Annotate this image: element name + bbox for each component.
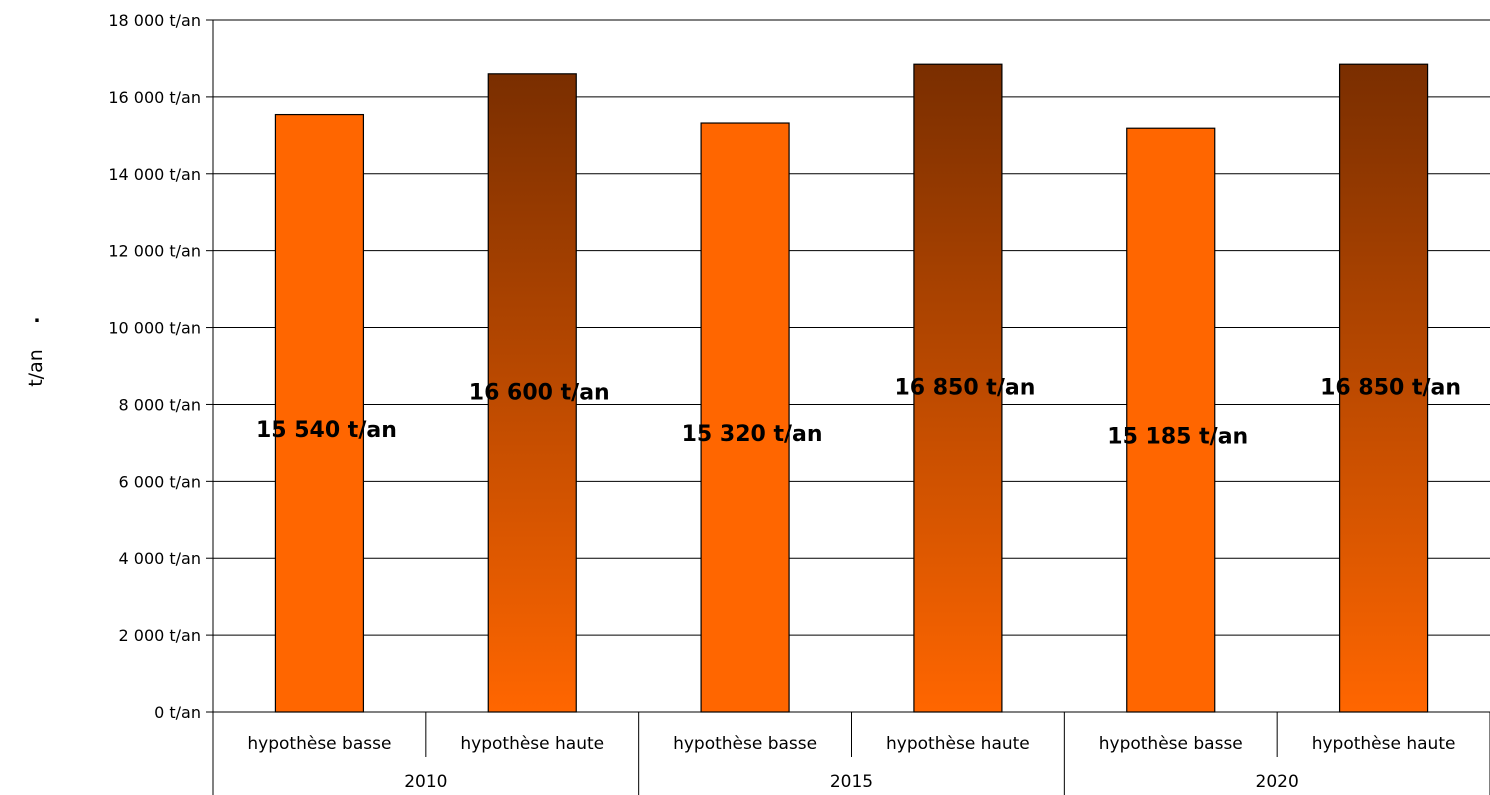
data-label-2: 16 600 t/an	[469, 380, 610, 405]
data-label-4: 16 850 t/an	[894, 376, 1035, 401]
category-label: hypothèse basse	[1099, 734, 1243, 754]
y-tick-label: 2 000 t/an	[119, 626, 202, 645]
y-tick-label: 10 000 t/an	[108, 319, 201, 338]
category-label: hypothèse basse	[247, 734, 391, 754]
category-label: hypothèse basse	[673, 734, 817, 754]
y-tick-label: 8 000 t/an	[119, 395, 202, 414]
y-tick-label: 12 000 t/an	[108, 242, 201, 261]
data-labels: 15 540 t/an 16 600 t/an 15 320 t/an 16 850 …	[256, 376, 1461, 450]
data-label-6: 16 850 t/an	[1320, 376, 1461, 401]
axes: 0 t/an 2 000 t/an 4 000 t/an 6 000 t/an 8 00…	[108, 11, 1490, 795]
y-axis-label: t/an	[25, 349, 47, 387]
bar-5	[1126, 127, 1216, 713]
y-tick-label: 0 t/an	[154, 703, 201, 722]
group-label: 2010	[404, 772, 447, 792]
bar-1	[274, 113, 365, 713]
group-label: 2020	[1256, 772, 1299, 792]
data-label-1: 15 540 t/an	[256, 418, 397, 443]
category-label: hypothèse haute	[460, 734, 604, 754]
bar-2	[487, 73, 577, 713]
group-label: 2015	[830, 772, 873, 792]
y-tick-label: 14 000 t/an	[108, 165, 201, 184]
y-axis-label-mark: .	[33, 305, 40, 327]
y-tick-label: 18 000 t/an	[108, 11, 201, 30]
bars	[274, 63, 1429, 713]
y-tick-label: 16 000 t/an	[108, 88, 201, 107]
category-label: hypothèse haute	[886, 734, 1030, 754]
y-tick-label: 4 000 t/an	[119, 549, 202, 568]
category-label: hypothèse haute	[1312, 734, 1456, 754]
bar-3	[700, 122, 790, 713]
gridlines	[213, 19, 1490, 636]
data-label-3: 15 320 t/an	[682, 422, 823, 447]
data-label-5: 15 185 t/an	[1107, 424, 1248, 449]
y-tick-label: 6 000 t/an	[119, 472, 202, 491]
